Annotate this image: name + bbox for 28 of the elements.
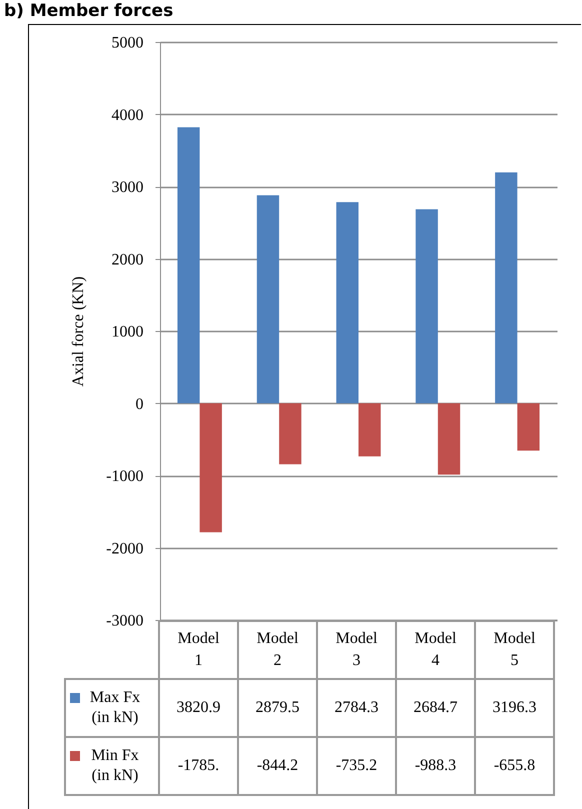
data-label: -655.8 <box>475 737 554 795</box>
x-tick-label: Model 4 <box>396 621 475 679</box>
data-label: -844.2 <box>238 737 317 795</box>
y-tick-label: -3000 <box>106 612 144 630</box>
y-tick-label: 2000 <box>112 251 144 268</box>
data-label: -1785. <box>159 737 238 795</box>
data-label: 2784.3 <box>317 679 396 737</box>
legend-label: Max Fx (in kN) <box>88 688 142 728</box>
y-axis-title: Axial force (KN) <box>70 276 88 387</box>
data-label: 2684.7 <box>396 679 475 737</box>
y-tick-label: 5000 <box>112 34 144 52</box>
legend-label: Min Fx (in kN) <box>90 746 140 786</box>
data-label: -988.3 <box>396 737 475 795</box>
x-tick-label: Model 5 <box>475 621 554 679</box>
data-label: 3196.3 <box>475 679 554 737</box>
data-label: 2879.5 <box>238 679 317 737</box>
x-tick-label: Model 1 <box>159 621 238 679</box>
x-tick-label: Model 2 <box>238 621 317 679</box>
y-tick-label: -1000 <box>106 468 144 485</box>
chart-title: b) Member forces <box>4 1 174 21</box>
y-tick-label: 3000 <box>112 179 144 196</box>
data-label: 3820.9 <box>159 679 238 737</box>
data-label: -735.2 <box>317 737 396 795</box>
x-tick-label: Model 3 <box>317 621 396 679</box>
y-tick-label: 0 <box>136 396 144 413</box>
y-tick-label: 1000 <box>112 324 144 340</box>
y-tick-label: -2000 <box>106 540 144 558</box>
y-tick-label: 4000 <box>112 106 144 124</box>
